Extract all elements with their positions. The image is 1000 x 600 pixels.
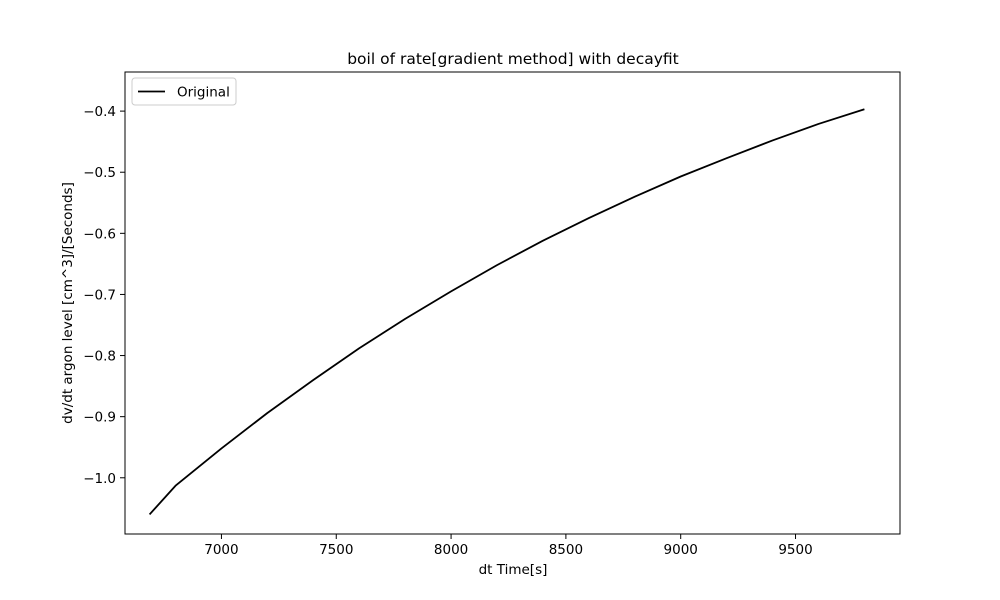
axis-ticks: 7000 7500 8000 8500 9000 9500 −1.0 −0.9 −0.8 −0.7… xyxy=(83,104,812,558)
x-tick-label: 8500 xyxy=(549,542,583,558)
y-tick-label: −0.6 xyxy=(83,226,116,242)
x-axis-label: dt Time[s] xyxy=(479,562,548,578)
x-tick-label: 7500 xyxy=(319,542,353,558)
plot-area xyxy=(124,71,901,535)
y-tick-label: −0.5 xyxy=(83,165,116,181)
chart-title: boil of rate[gradient method] with decay… xyxy=(347,50,679,68)
y-tick-label: −0.4 xyxy=(83,104,116,120)
axes-frame xyxy=(124,71,901,535)
y-tick-label: −0.7 xyxy=(83,287,116,303)
y-tick-label: −1.0 xyxy=(83,471,116,487)
legend-label: Original xyxy=(177,85,230,101)
y-tick-label: −0.8 xyxy=(83,349,116,365)
y-axis-label: dv/dt argon level [cm^3]/[Seconds] xyxy=(60,182,76,424)
y-tick-label: −0.9 xyxy=(83,410,116,426)
x-tick-label: 8000 xyxy=(434,542,468,558)
legend: Original xyxy=(131,77,237,106)
series-line-0 xyxy=(148,108,865,516)
x-tick-label: 9000 xyxy=(664,542,698,558)
legend-box xyxy=(131,77,237,106)
x-tick-label: 7000 xyxy=(204,542,238,558)
x-tick-label: 9500 xyxy=(778,542,812,558)
